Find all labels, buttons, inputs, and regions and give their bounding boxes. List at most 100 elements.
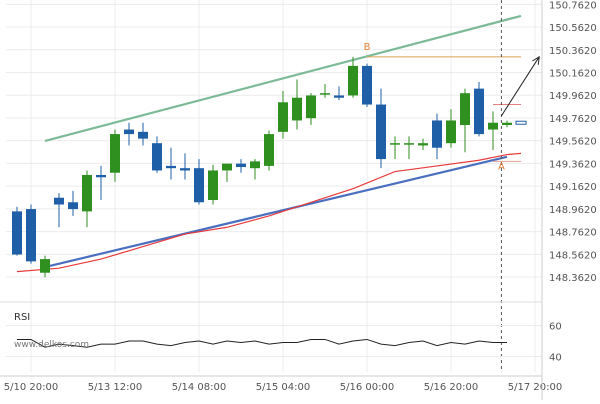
candle [110,129,120,182]
candle-body [12,211,22,255]
candle-body [180,168,190,171]
upper-channel-line [44,14,522,142]
candle [320,84,330,98]
candle-body [460,93,470,125]
candle [348,56,358,98]
candle-body [264,134,274,166]
price-tick-label: 150.1620 [549,69,597,80]
rsi-line [17,338,507,348]
candle-body [138,131,148,139]
candle-body [40,259,50,273]
time-tick-label: 5/13 12:00 [88,382,142,393]
candle [96,165,106,200]
candle-body [348,65,358,96]
rsi-panel [6,325,542,357]
candle [54,193,64,228]
pattern-point-label: A [498,161,505,172]
price-tick-label: 150.5620 [549,23,597,34]
price-tick-label: 149.3620 [549,159,597,170]
price-tick-label: 148.3620 [549,273,597,284]
candle [488,111,498,150]
candle-body [208,170,218,200]
candle [250,159,260,180]
watermark: www.delkos.com [14,340,89,350]
price-tick-label: 150.7620 [549,0,597,11]
rsi-tick-label: 60 [549,322,562,333]
candle-body [320,93,330,95]
rsi-label: RSI [14,312,30,323]
price-tick-label: 148.5620 [549,250,597,261]
candle [82,170,92,228]
candle [418,138,428,150]
candle-body [292,97,302,121]
candle [124,122,134,146]
candle [40,255,50,278]
candle [334,86,344,100]
forecast-arrow-line [500,56,540,117]
rsi-tick-label: 40 [549,353,562,364]
candle-body [166,165,176,169]
price-tick-label: 148.9620 [549,205,597,216]
time-tick-label: 5/16 20:00 [424,382,478,393]
candle [138,122,148,146]
candle-body [432,120,442,148]
candle-body [152,143,162,171]
candle-layer [12,56,527,278]
candle-body [68,202,78,210]
candle [292,79,302,130]
time-tick-label: 5/16 00:00 [340,382,394,393]
candle [12,206,22,256]
ema-line [16,152,522,273]
candle [376,88,386,169]
candle-body [82,175,92,212]
candle-body [54,197,64,205]
candle-body [278,102,288,132]
time-tick-label: 5/14 08:00 [172,382,226,393]
time-tick-label: 5/10 20:00 [4,382,58,393]
candle [166,147,176,180]
candle-body [418,143,428,146]
candle [502,120,512,128]
time-tick-label: 5/15 04:00 [256,382,310,393]
candle-body [334,95,344,98]
candle [390,136,400,160]
time-tick-label: 5/17 20:00 [508,382,562,393]
price-tick-label: 149.1620 [549,182,597,193]
candle [194,159,204,205]
overlay-front-layer: BA [364,42,540,172]
candle-body [390,143,400,145]
candle [180,153,190,180]
pattern-point-label: B [364,42,371,53]
overlay-back-layer [16,0,522,372]
candle-body [446,120,456,144]
candle [68,190,78,216]
candle-body [222,163,232,171]
candle-body [404,143,414,145]
candle-body [306,95,316,119]
candle [208,164,218,205]
candle-body [236,163,246,168]
candle [474,81,484,137]
candle-body [110,134,120,173]
current-candle-marker [515,120,527,125]
candle [26,204,36,264]
price-tick-label: 150.3620 [549,46,597,57]
candle-body [502,122,512,125]
candle [460,88,470,153]
candle [404,136,414,160]
candle-body [26,209,36,262]
candle-body [194,168,204,203]
candle [362,63,372,107]
candle-body [250,161,260,169]
candle [278,90,288,139]
candle-body [362,65,372,105]
candle-body [124,129,134,135]
candle [264,130,274,171]
candle-body [488,122,498,130]
price-tick-label: 149.5620 [549,137,597,148]
candle [236,159,246,173]
price-tick-label: 149.7620 [549,114,597,125]
